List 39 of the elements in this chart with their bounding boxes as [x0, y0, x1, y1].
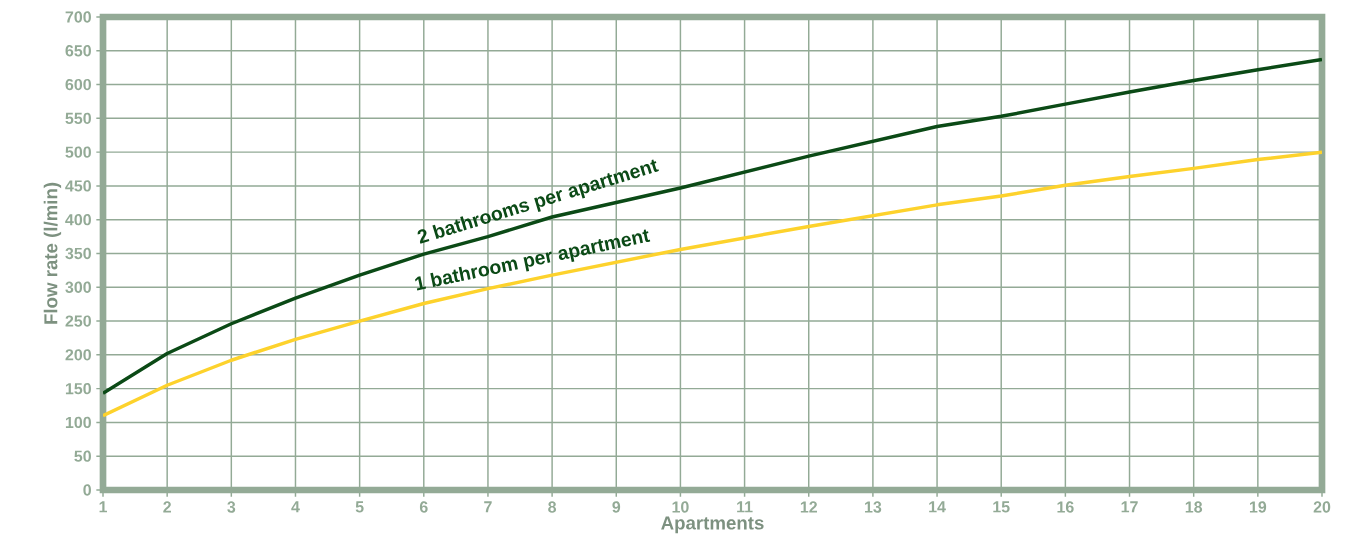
x-tick-label: 4 [291, 501, 300, 513]
y-tick-label: 250 [65, 315, 91, 327]
x-tick-label: 16 [1057, 501, 1074, 513]
x-tick-label: 2 [163, 501, 171, 513]
y-tick-label: 650 [65, 45, 91, 57]
x-tick-label: 10 [672, 501, 689, 513]
y-tick-label: 50 [74, 450, 91, 462]
x-tick-label: 20 [1313, 501, 1331, 513]
x-tick-label: 3 [227, 501, 236, 513]
y-tick-label: 700 [65, 11, 91, 23]
y-tick-label: 200 [65, 349, 91, 361]
x-tick-label: 13 [865, 501, 882, 513]
y-tick-label: 100 [65, 416, 91, 429]
y-tick-label: 300 [65, 281, 91, 293]
y-tick-label: 450 [65, 180, 91, 192]
line-series [103, 57, 1322, 396]
y-tick-label: 400 [65, 214, 91, 226]
x-tick-label: 17 [1121, 501, 1138, 513]
y-tick-label: 0 [83, 484, 91, 496]
x-tick-label: 15 [993, 501, 1010, 513]
y-tick-label: 600 [65, 78, 91, 91]
x-tick-label: 9 [612, 501, 621, 513]
x-tick-label: 7 [484, 501, 492, 513]
x-tick-label: 19 [1249, 501, 1267, 513]
x-tick-label: 14 [929, 501, 946, 513]
y-tick-label: 550 [65, 112, 91, 125]
x-axis-title: Apartments [661, 516, 764, 534]
x-tick-label: 12 [800, 501, 817, 513]
x-tick-label: 1 [99, 501, 108, 513]
y-axis-title: Flow rate (l/min) [43, 182, 62, 324]
x-tick-label: 18 [1185, 501, 1203, 513]
x-tick-label: 5 [355, 501, 364, 513]
y-tick-label: 500 [65, 146, 91, 158]
y-tick-label: 350 [65, 247, 91, 260]
y-tick-label: 150 [65, 382, 91, 395]
x-tick-label: 11 [737, 501, 753, 513]
x-tick-label: 6 [419, 501, 428, 513]
x-tick-label: 8 [548, 501, 557, 513]
line-series [103, 150, 1322, 418]
